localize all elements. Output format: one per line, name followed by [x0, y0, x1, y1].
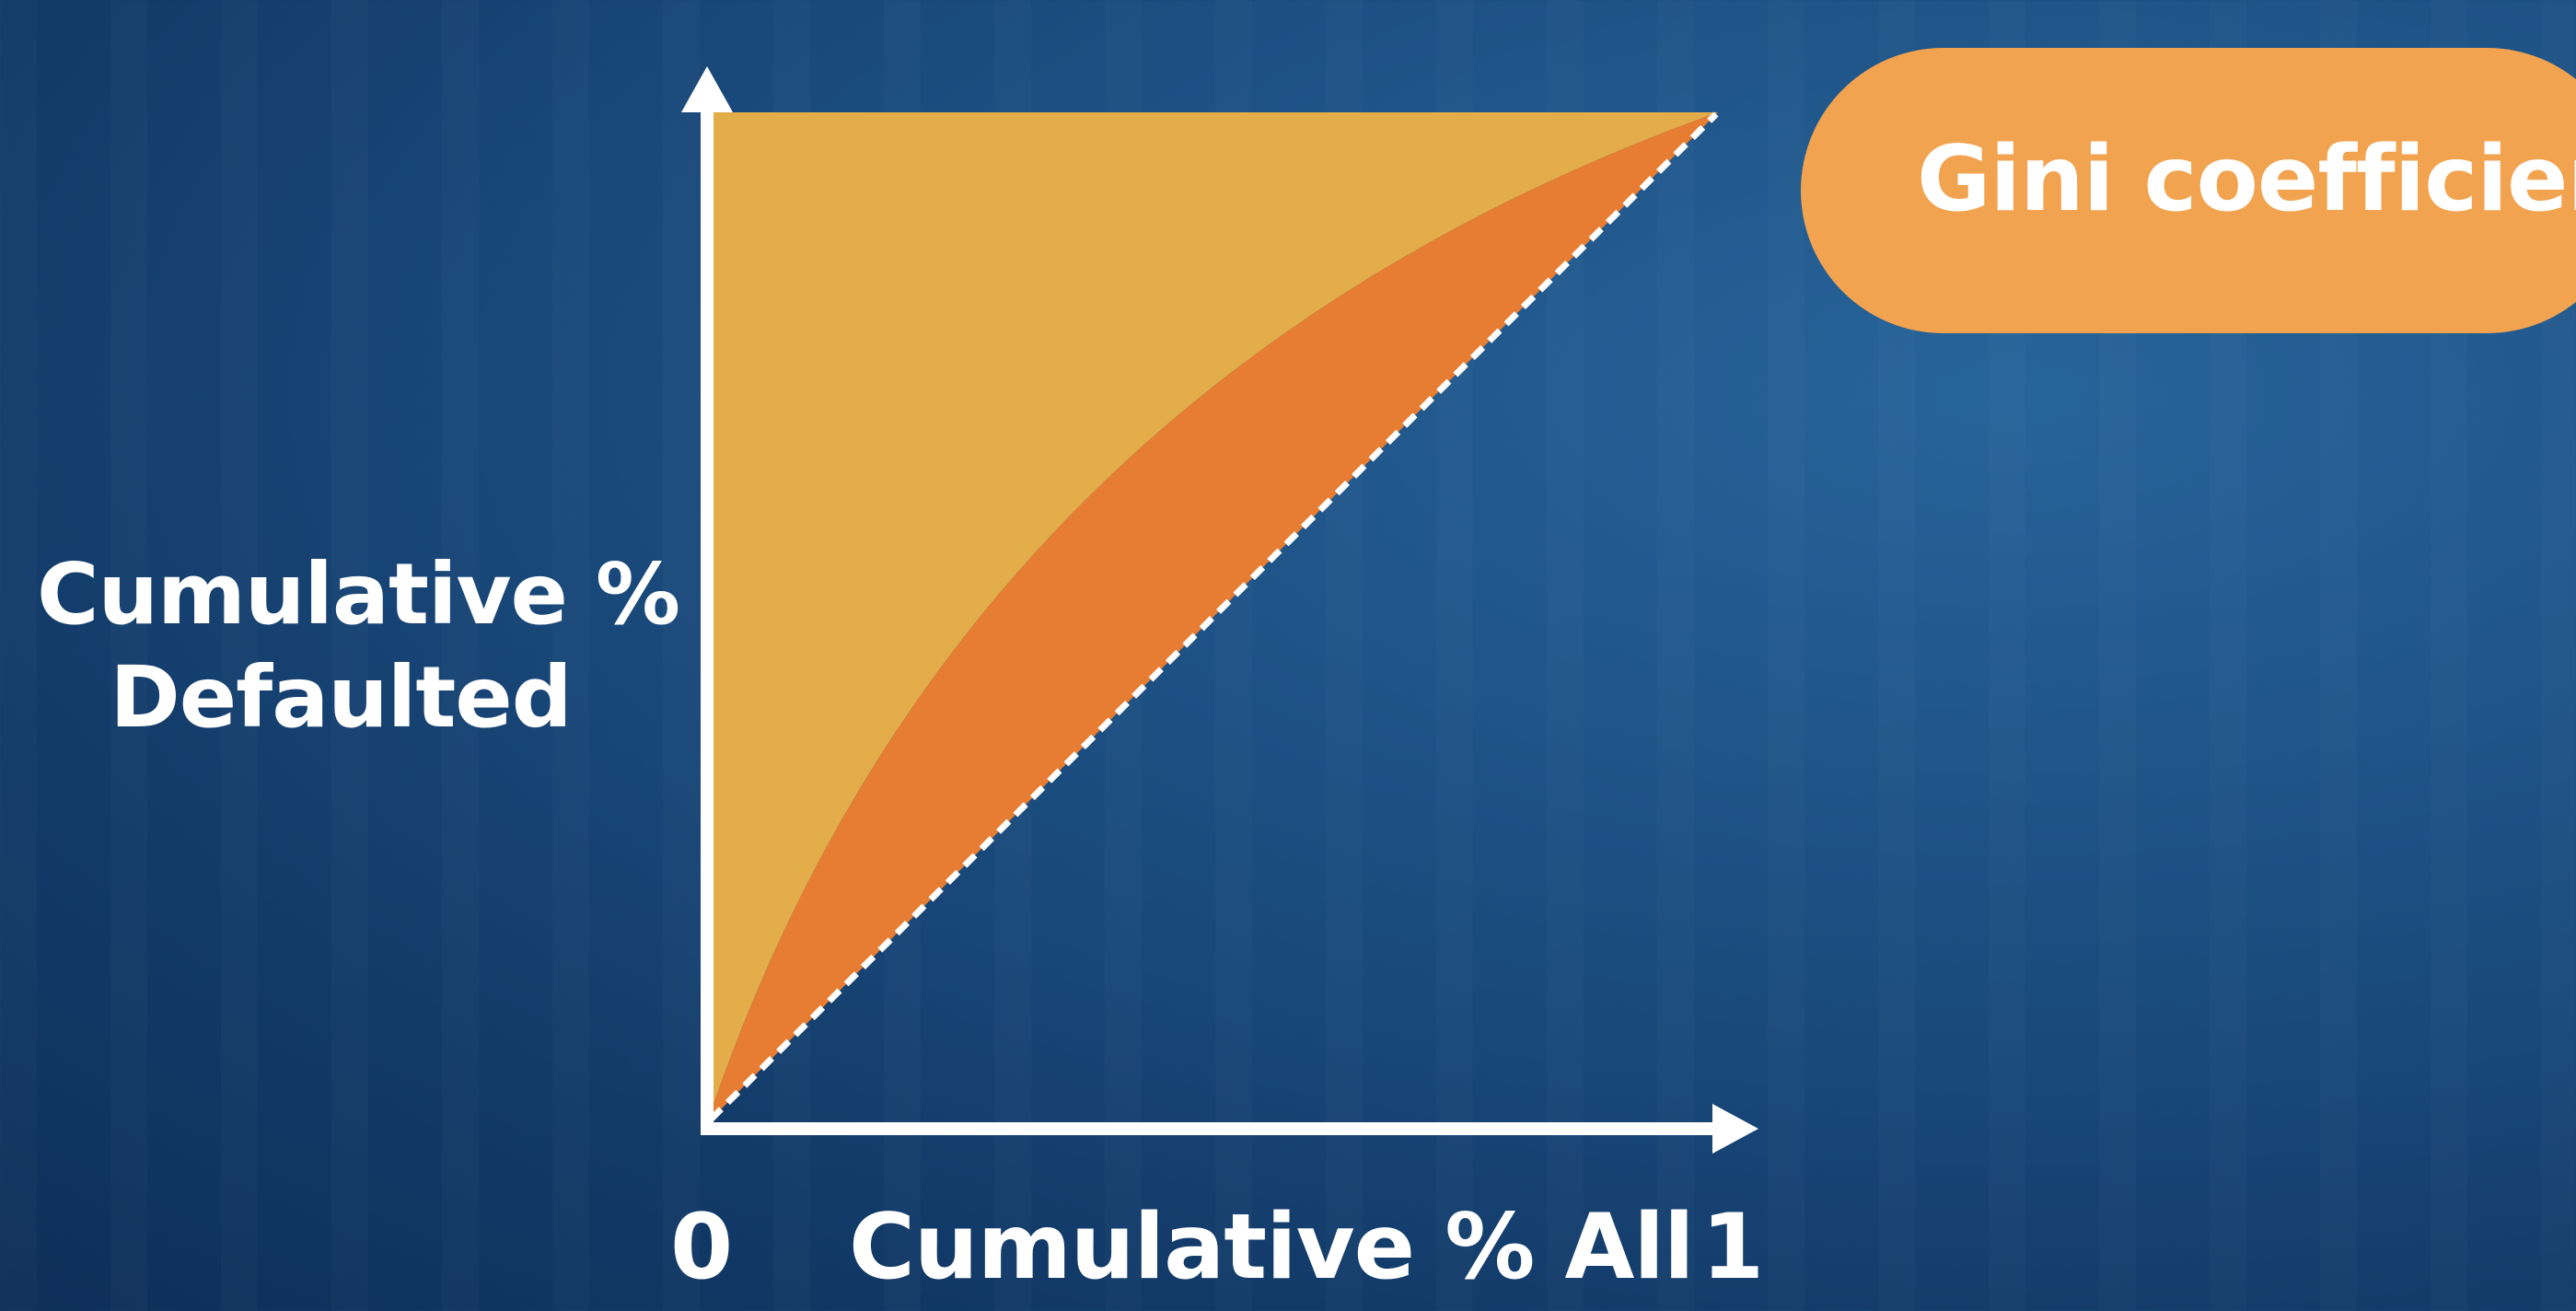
- y-axis-arrowhead: [681, 66, 733, 112]
- y-axis-label-line-2: Defaulted: [110, 648, 572, 747]
- y-axis-label: Cumulative % Defaulted: [37, 543, 680, 749]
- x-axis-arrowhead: [1712, 1104, 1758, 1154]
- x-tick-end: 1: [1701, 1195, 1764, 1300]
- y-axis-label-line-1: Cumulative %: [37, 545, 680, 644]
- gini-callout-pill: [1801, 48, 2576, 333]
- x-tick-start: 0: [670, 1195, 733, 1300]
- random-baseline-diagonal: [708, 111, 1719, 1122]
- upper-region: [707, 112, 1718, 1123]
- gini-callout-label: Gini coefficient: [1917, 127, 2576, 232]
- x-axis-label: Cumulative % All: [849, 1195, 1695, 1300]
